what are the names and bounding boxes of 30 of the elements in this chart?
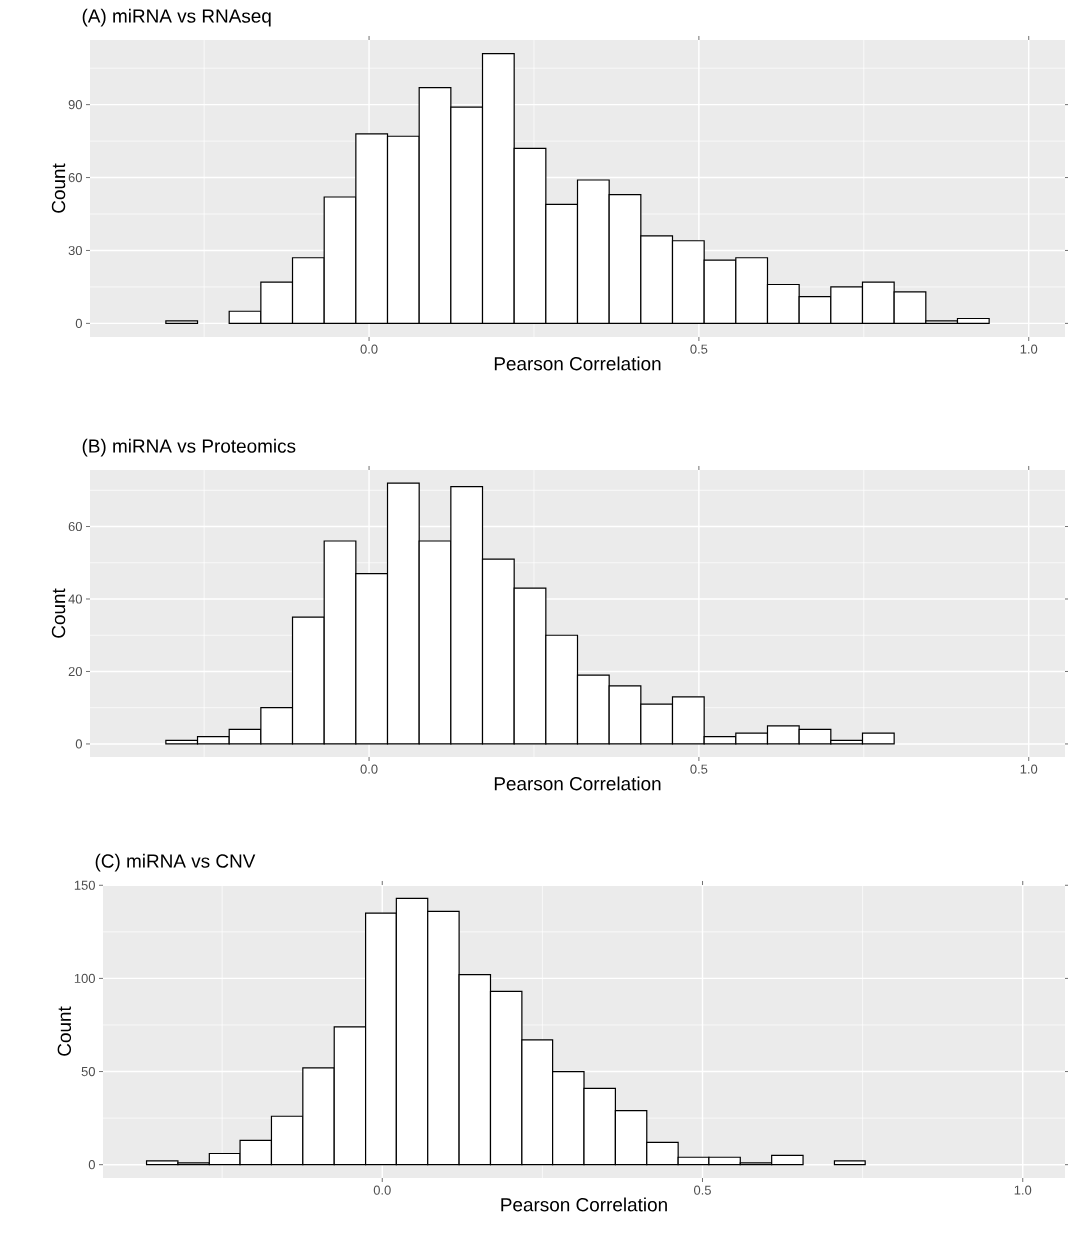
x-tick-label: 0.5	[693, 1185, 711, 1195]
y-axis-title: Count	[51, 163, 66, 213]
x-tick-label: 0.0	[373, 1185, 391, 1195]
x-tick-label: 1.0	[1014, 1185, 1032, 1195]
y-axis-title: Count	[57, 1006, 72, 1056]
x-axis-title: Pearson Correlation	[501, 1197, 667, 1212]
y-tick-label: 20	[68, 666, 82, 677]
y-tick-label: 30	[68, 245, 82, 256]
chart-title: (C) miRNA vs CNV	[95, 853, 256, 872]
x-axis-title: Pearson Correlation	[494, 776, 661, 791]
x-tick-label: 1.0	[1020, 344, 1038, 354]
x-tick-label: 0.5	[690, 344, 708, 354]
x-tick-label: 0.0	[360, 764, 378, 774]
y-tick-label: 40	[68, 594, 82, 604]
y-tick-label: 150	[74, 880, 95, 890]
y-tick-label: 0	[75, 739, 82, 749]
y-tick-label: 50	[81, 1066, 95, 1077]
x-tick-label: 0.5	[690, 764, 708, 774]
x-tick-label: 0.0	[360, 344, 378, 354]
y-tick-label: 0	[88, 1160, 95, 1170]
chart-title: (A) miRNA vs RNAseq	[82, 8, 271, 27]
y-tick-label: 90	[68, 100, 82, 110]
y-tick-label: 60	[68, 521, 82, 532]
chart-title: (B) miRNA vs Proteomics	[82, 438, 296, 457]
y-tick-label: 0	[75, 318, 82, 328]
y-tick-label: 60	[68, 172, 82, 183]
y-tick-label: 100	[74, 973, 95, 983]
x-axis-title: Pearson Correlation	[494, 356, 661, 371]
x-tick-label: 1.0	[1020, 764, 1038, 774]
y-axis-title: Count	[51, 588, 66, 638]
